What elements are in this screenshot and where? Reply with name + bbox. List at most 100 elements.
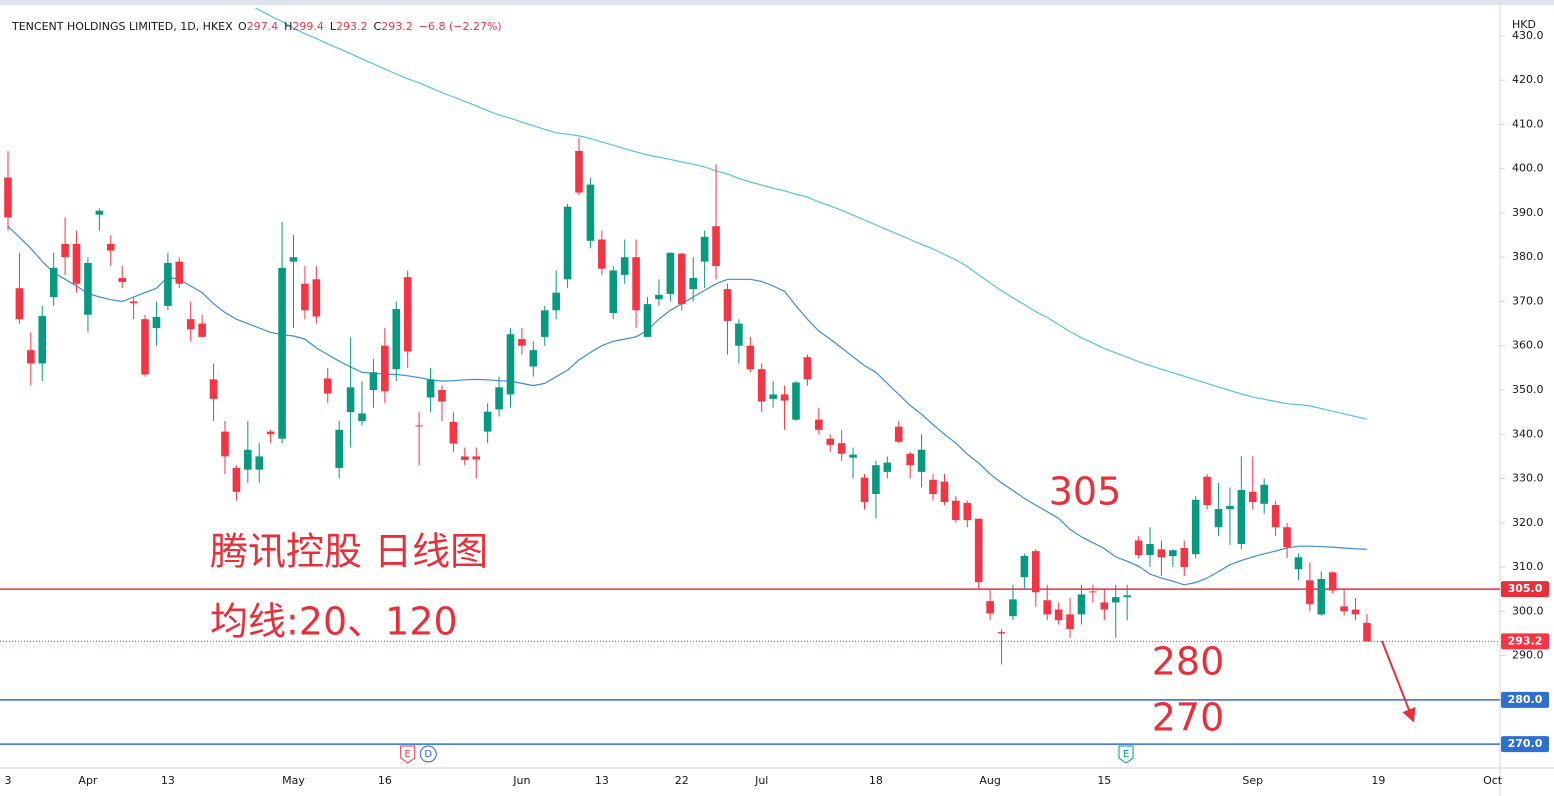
ohlc-key: O xyxy=(238,20,247,33)
ohlc-key: C xyxy=(374,20,382,33)
candle-body xyxy=(883,462,892,472)
annotation: 280 xyxy=(1152,640,1225,684)
candle-body xyxy=(175,261,184,284)
y-tick-label: 380.0 xyxy=(1512,250,1544,263)
event-marker xyxy=(1118,745,1134,764)
candle-body xyxy=(4,177,12,218)
candle-body xyxy=(723,289,732,321)
ohlc-value: 293.2 xyxy=(381,20,413,33)
candle-body xyxy=(689,278,697,290)
change: −6.8 (−2.27%) xyxy=(419,20,502,33)
candle-body xyxy=(289,257,298,262)
candle-body xyxy=(677,253,686,305)
candle-body xyxy=(415,425,423,427)
candle-body xyxy=(1123,595,1131,598)
candle-body xyxy=(1226,505,1234,510)
x-tick-label: 13 xyxy=(595,774,609,787)
price-line-label: 270.0 xyxy=(1508,737,1543,750)
candle-body xyxy=(244,449,252,470)
candle-body xyxy=(929,479,937,495)
candle-body xyxy=(1180,548,1189,568)
candle-body xyxy=(1203,476,1211,506)
last-price-label: 293.2 xyxy=(1508,634,1543,647)
candle-body xyxy=(1271,505,1280,528)
y-tick-label: 420.0 xyxy=(1512,73,1544,86)
arrow xyxy=(1381,640,1416,723)
candle-body xyxy=(198,323,206,337)
candle-body xyxy=(997,632,1006,634)
ohlc-key: H xyxy=(284,20,292,33)
candle-body xyxy=(1077,594,1086,615)
candle-body xyxy=(312,279,321,317)
candle-body xyxy=(209,379,218,399)
event-marker xyxy=(419,745,437,763)
candle-body xyxy=(129,301,138,304)
header: TENCENT HOLDINGS LIMITED, 1D, HKEX O297.4… xyxy=(11,20,502,33)
candle-body xyxy=(1351,609,1360,615)
candle-body xyxy=(792,382,800,420)
candle-body xyxy=(106,243,115,251)
candle-body xyxy=(438,389,446,402)
price-line-label: 280.0 xyxy=(1508,693,1543,706)
candle-body xyxy=(61,243,69,258)
candle-body xyxy=(1066,614,1074,630)
candle-body xyxy=(894,426,903,442)
candle-body xyxy=(369,372,378,390)
x-tick-label: Oct xyxy=(1483,774,1503,787)
candle-body xyxy=(186,319,195,330)
y-tick-label: 400.0 xyxy=(1512,162,1544,175)
candle-body xyxy=(255,456,264,470)
y-tick-label: 430.0 xyxy=(1512,29,1544,42)
candle-body xyxy=(426,379,435,398)
y-tick-label: 290.0 xyxy=(1512,649,1544,662)
y-tick-label: 320.0 xyxy=(1512,516,1544,529)
candle-body xyxy=(1317,578,1326,615)
candle-body xyxy=(301,283,309,311)
candle-body xyxy=(38,316,47,364)
candle-body xyxy=(780,394,789,401)
candle-body xyxy=(712,226,720,267)
candle-body xyxy=(849,454,857,458)
y-tick-label: 360.0 xyxy=(1512,339,1544,352)
candle-body xyxy=(461,456,469,460)
candle-body xyxy=(872,465,880,495)
moving-average xyxy=(7,225,1368,586)
y-tick-label: 300.0 xyxy=(1512,604,1544,617)
annotation: 均线:20、120 xyxy=(210,600,458,644)
candle-body xyxy=(141,319,149,375)
candle-body xyxy=(278,267,286,439)
currency: HKD xyxy=(1512,18,1536,31)
candle-body xyxy=(495,387,503,410)
candle-body xyxy=(986,601,994,614)
candle-body xyxy=(1146,544,1154,556)
candle-body xyxy=(963,502,972,521)
candle-body xyxy=(381,345,389,392)
candle-body xyxy=(266,431,275,435)
ohlc-value: 297.4 xyxy=(247,20,279,33)
candle-body xyxy=(1306,580,1314,605)
x-tick-label: Aug xyxy=(979,774,1000,787)
y-tick-label: 340.0 xyxy=(1512,427,1544,440)
candle-body xyxy=(164,262,172,306)
candle-body xyxy=(655,294,663,300)
candle-body xyxy=(529,350,538,367)
x-tick-label: 3 xyxy=(5,774,12,787)
annotation: 270 xyxy=(1152,696,1225,740)
candle-body xyxy=(1157,549,1166,558)
ohlc-value: 293.2 xyxy=(336,20,368,33)
candle-body xyxy=(27,350,35,364)
candle-body xyxy=(1214,509,1223,528)
candle-body xyxy=(346,387,355,413)
candle-body xyxy=(1340,606,1348,612)
candle-body xyxy=(506,334,515,395)
candle-body xyxy=(221,431,229,457)
plot-area xyxy=(0,8,1500,745)
candle-body xyxy=(358,413,366,421)
candle-body xyxy=(974,518,983,583)
annotation: 305 xyxy=(1049,470,1122,514)
x-tick-label: Sep xyxy=(1242,774,1263,787)
candle-body xyxy=(95,210,104,215)
last-price-box xyxy=(1501,633,1549,650)
x-tick-label: Jul xyxy=(754,774,768,787)
